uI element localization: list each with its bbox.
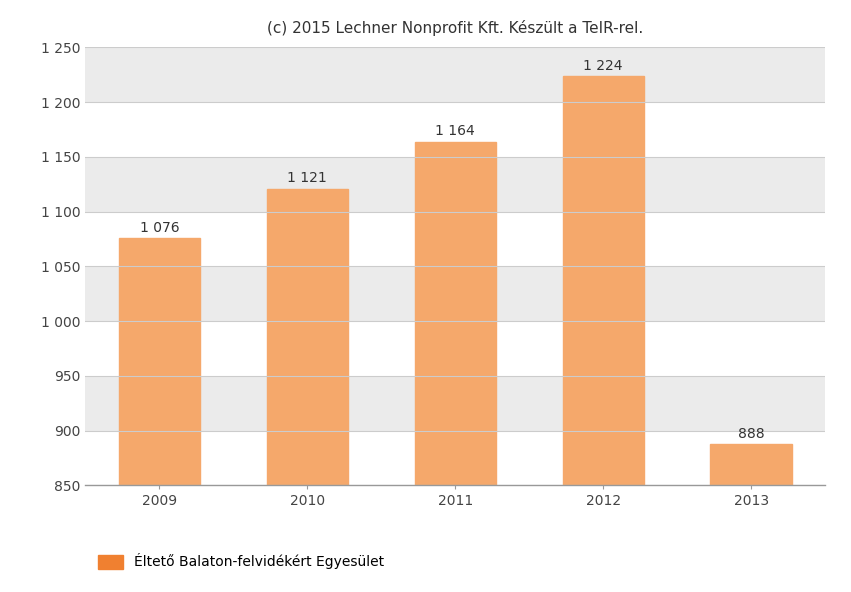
- Bar: [563, 76, 644, 485]
- Title: (c) 2015 Lechner Nonprofit Kft. Készült a TeIR-rel.: (c) 2015 Lechner Nonprofit Kft. Készült …: [267, 21, 643, 37]
- Bar: [85, 102, 825, 157]
- Bar: [85, 47, 825, 102]
- Bar: [85, 211, 825, 266]
- Bar: [85, 321, 825, 376]
- Bar: [266, 189, 348, 485]
- Bar: [85, 157, 825, 211]
- Text: 1 164: 1 164: [436, 124, 475, 139]
- Bar: [711, 444, 791, 485]
- Text: 888: 888: [738, 427, 764, 440]
- Bar: [414, 141, 496, 485]
- Text: 1 076: 1 076: [140, 221, 180, 234]
- Legend: Éltető Balaton-felvidékért Egyesület: Éltető Balaton-felvidékért Egyesület: [92, 548, 390, 575]
- Bar: [85, 430, 825, 485]
- Text: 1 224: 1 224: [584, 59, 623, 73]
- Bar: [85, 266, 825, 321]
- Bar: [85, 376, 825, 430]
- Bar: [119, 238, 200, 485]
- Text: 1 121: 1 121: [288, 171, 328, 185]
